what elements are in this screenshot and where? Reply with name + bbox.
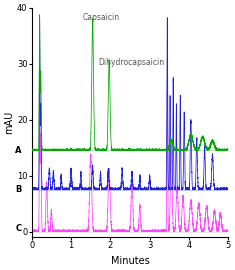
Text: C: C [15, 224, 21, 233]
X-axis label: Minutes: Minutes [111, 256, 149, 266]
Text: Dihydrocapsaicin: Dihydrocapsaicin [98, 58, 165, 67]
Text: Capsaicin: Capsaicin [83, 13, 120, 22]
Text: A: A [15, 146, 22, 155]
Y-axis label: mAU: mAU [4, 111, 14, 134]
Text: B: B [15, 185, 22, 194]
